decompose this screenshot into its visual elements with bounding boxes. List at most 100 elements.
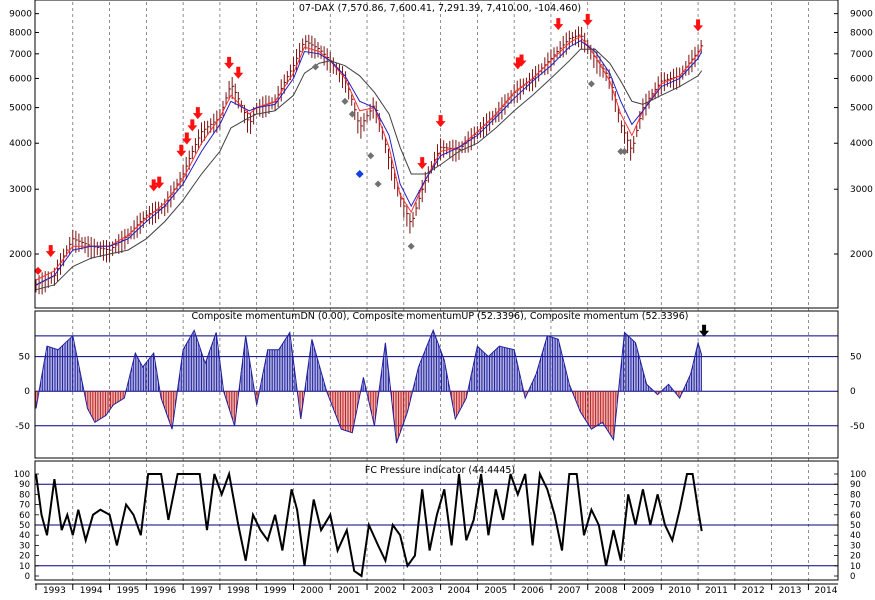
price-tick-label: 5000	[9, 104, 32, 114]
price-tick-label: 7000	[9, 50, 32, 60]
sell-arrow-icon	[417, 157, 428, 170]
pressure-tick-label: 80	[850, 490, 861, 500]
gray-diamond-marker	[407, 242, 415, 250]
pressure-tick-label: 30	[850, 541, 861, 551]
price-tick-label: 5000	[850, 104, 873, 114]
x-tick-label: 2002	[374, 586, 397, 596]
pressure-tick-label: 40	[19, 531, 30, 541]
price-tick-label: 2000	[9, 250, 32, 260]
pressure-tick-label: 90	[19, 480, 30, 490]
x-tick-label: 2013	[779, 586, 802, 596]
sell-arrow-icon	[512, 57, 523, 70]
gray-diamond-marker	[367, 152, 375, 160]
price-tick-label: 6000	[9, 74, 32, 84]
sell-arrow-icon	[516, 54, 527, 67]
price-tick-label: 3000	[9, 185, 32, 195]
moving-average-line	[35, 35, 703, 281]
price-title: 07-DAX (7,570.86, 7,600.41, 7,291.39, 7,…	[299, 3, 581, 14]
sell-arrow-icon	[148, 179, 159, 192]
sell-arrow-icon	[582, 13, 593, 26]
pressure-tick-label: 20	[850, 552, 861, 562]
price-tick-label: 8000	[850, 28, 873, 38]
pressure-tick-label: 100	[850, 470, 866, 480]
x-tick-label: 1994	[80, 586, 103, 596]
pressure-tick-label: 0	[850, 572, 855, 582]
x-tick-label: 1997	[190, 586, 213, 596]
sell-arrow-icon	[45, 245, 56, 258]
pressure-tick-label: 60	[850, 511, 861, 521]
price-tick-label: 2000	[850, 250, 873, 260]
sell-arrow-icon	[233, 66, 244, 79]
momentum-panel: 50 50 0 0 -50 -50	[15, 324, 865, 444]
pressure-tick-label: 50	[19, 521, 30, 531]
sell-arrow-icon	[176, 144, 187, 157]
x-tick-label: 2009	[631, 586, 654, 596]
x-tick-label: 1999	[264, 586, 287, 596]
pressure-tick-label: 80	[19, 490, 30, 500]
pressure-tick-label: 0	[25, 572, 30, 582]
x-tick-label: 1998	[227, 586, 250, 596]
price-tick-label: 4000	[850, 139, 873, 149]
pressure-tick-label: 70	[850, 501, 861, 511]
momentum-tick-label: 0	[850, 387, 856, 397]
sell-arrow-icon	[435, 115, 446, 128]
price-tick-label: 9000	[850, 10, 873, 20]
gray-diamond-marker	[312, 63, 320, 71]
momentum-title: Composite momentumDN (0.00), Composite m…	[192, 311, 689, 322]
price-tick-label: 9000	[9, 10, 32, 20]
gray-diamond-marker	[341, 97, 349, 105]
x-tick-label: 2007	[558, 586, 581, 596]
momentum-line	[35, 328, 703, 444]
sell-arrow-icon	[693, 19, 704, 32]
momentum-arrow-icon	[699, 324, 710, 337]
x-tick-label: 2010	[668, 586, 691, 596]
price-tick-label: 6000	[850, 74, 873, 84]
pressure-line	[35, 470, 703, 578]
panel-frame-p2	[34, 310, 839, 459]
x-tick-label: 2001	[337, 586, 360, 596]
x-tick-label: 2008	[595, 586, 618, 596]
moving-average-line	[35, 40, 703, 286]
gray-diamond-marker	[621, 147, 629, 155]
momentum-tick-label: 50	[850, 353, 862, 363]
panel-frames	[34, 0, 839, 581]
price-tick-label: 4000	[9, 139, 32, 149]
x-tick-label: 2006	[521, 586, 544, 596]
x-tick-label: 1993	[43, 586, 66, 596]
sell-arrow-icon	[154, 176, 165, 189]
pressure-tick-label: 60	[19, 511, 30, 521]
momentum-tick-label: 50	[19, 353, 31, 363]
x-tick-label: 1995	[117, 586, 140, 596]
price-tick-label: 8000	[9, 28, 32, 38]
panel-frame-p3	[34, 460, 839, 581]
pressure-tick-label: 40	[850, 531, 861, 541]
pressure-tick-label: 90	[850, 480, 861, 490]
x-tick-label: 2005	[484, 586, 507, 596]
momentum-tick-label: -50	[15, 422, 30, 432]
red-diamond-marker	[34, 266, 42, 275]
pressure-tick-label: 30	[19, 541, 30, 551]
momentum-tick-label: -50	[850, 422, 865, 432]
x-tick-label: 1996	[153, 586, 176, 596]
x-tick-label: 2014	[815, 586, 838, 596]
moving-average-line	[35, 48, 703, 291]
pressure-tick-label: 70	[19, 501, 30, 511]
pressure-tick-label: 10	[19, 562, 30, 572]
gray-diamond-marker	[374, 180, 382, 188]
sell-arrow-icon	[553, 18, 564, 31]
pressure-tick-label: 20	[19, 552, 30, 562]
pressure-tick-label: 100	[14, 470, 30, 480]
x-axis: 1993 1994 1995 1996 1997 1998 1999 2000 2001 2002…	[35, 583, 838, 596]
x-tick-label: 2011	[705, 586, 728, 596]
x-tick-label: 2000	[300, 586, 323, 596]
pressure-tick-label: 50	[850, 521, 861, 531]
x-tick-label: 2012	[742, 586, 765, 596]
price-panel: 2000 2000 3000 3000 4000 4000 5000 5000 6000 6000…	[9, 10, 873, 295]
x-tick-label: 2003	[411, 586, 434, 596]
pressure-tick-label: 10	[850, 562, 861, 572]
sell-arrow-icon	[187, 119, 198, 132]
price-tick-label: 7000	[850, 50, 873, 60]
